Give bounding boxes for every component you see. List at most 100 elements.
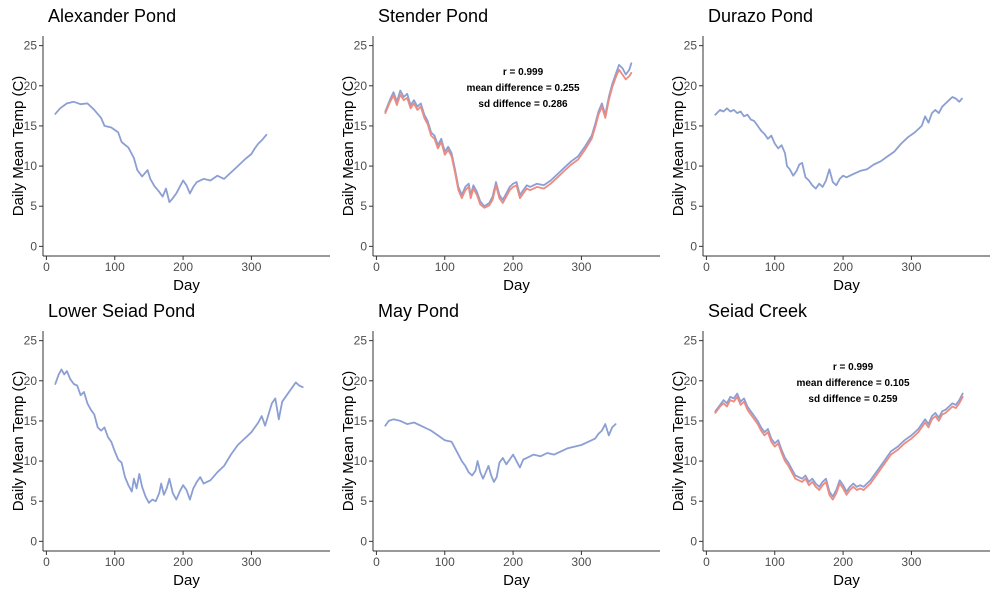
x-tick-label: 0 — [703, 555, 710, 569]
y-tick-label: 0 — [690, 534, 697, 548]
series-line-1 — [714, 392, 964, 498]
y-tick-label: 10 — [354, 454, 368, 468]
y-axis-label: Daily Mean Temp (C) — [10, 76, 27, 217]
y-tick-label: 10 — [24, 454, 38, 468]
y-tick-label: 5 — [30, 199, 37, 213]
y-tick-label: 20 — [24, 374, 38, 388]
y-tick-label: 25 — [684, 39, 698, 53]
y-tick-label: 10 — [684, 454, 698, 468]
chart-title: May Pond — [378, 301, 460, 321]
chart-svg: 0 5 10 15 20 25 0 100 200 300 Day Daily Mean Temp (… — [670, 36, 990, 294]
y-tick-label: 15 — [354, 414, 368, 428]
y-tick-label: 20 — [24, 79, 38, 93]
y-axis-label: Daily Mean Temp (C) — [340, 76, 357, 217]
y-tick-label: 25 — [354, 334, 368, 348]
chart-svg: 0 5 10 15 20 25 0 100 200 300 Day Daily Mean Temp (… — [670, 331, 990, 589]
chart-panel: Durazo Pond 0 5 10 15 20 25 0 100 200 300 Day Daily … — [660, 0, 990, 295]
x-tick-label: 300 — [901, 260, 921, 274]
x-tick-label: 200 — [503, 555, 523, 569]
y-axis-label: Daily Mean Temp (C) — [10, 371, 27, 512]
y-tick-label: 0 — [30, 239, 37, 253]
chart-panel: Stender Pond 0 5 10 15 20 25 0 100 200 300 Day Daily… — [330, 0, 660, 295]
x-axis-label: Day — [503, 572, 530, 589]
y-tick-label: 20 — [354, 374, 368, 388]
y-axis-label: Daily Mean Temp (C) — [670, 76, 687, 217]
y-tick-label: 0 — [30, 534, 37, 548]
x-tick-label: 300 — [241, 555, 261, 569]
series-line-1 — [384, 418, 617, 483]
y-tick-label: 25 — [24, 334, 38, 348]
y-tick-label: 10 — [684, 159, 698, 173]
x-tick-label: 200 — [173, 260, 193, 274]
x-tick-label: 100 — [765, 260, 785, 274]
y-tick-label: 25 — [684, 334, 698, 348]
y-tick-label: 15 — [24, 119, 38, 133]
x-axis-label: Day — [833, 572, 860, 589]
y-tick-label: 15 — [684, 414, 698, 428]
stats-annotation: r = 0.999 — [833, 362, 874, 373]
x-tick-label: 0 — [43, 555, 50, 569]
chart-title: Alexander Pond — [48, 6, 177, 26]
chart-title: Lower Seiad Pond — [48, 301, 196, 321]
y-tick-label: 15 — [24, 414, 38, 428]
y-tick-label: 5 — [30, 494, 37, 508]
y-tick-label: 25 — [354, 39, 368, 53]
y-tick-label: 5 — [360, 199, 367, 213]
y-tick-label: 20 — [354, 79, 368, 93]
y-tick-label: 15 — [354, 119, 368, 133]
x-tick-label: 100 — [435, 260, 455, 274]
x-tick-label: 0 — [43, 260, 50, 274]
x-tick-label: 0 — [373, 555, 380, 569]
x-tick-label: 100 — [105, 555, 125, 569]
stats-annotation: r = 0.999 — [503, 67, 544, 78]
y-tick-label: 10 — [24, 159, 38, 173]
stats-annotation: sd diffence = 0.259 — [808, 394, 898, 405]
x-tick-label: 100 — [765, 555, 785, 569]
series-line-1 — [54, 100, 268, 204]
x-tick-label: 200 — [833, 555, 853, 569]
y-tick-label: 15 — [684, 119, 698, 133]
y-tick-label: 5 — [360, 494, 367, 508]
chart-panel: Lower Seiad Pond 0 5 10 15 20 25 0 100 200 300 Day D… — [0, 295, 330, 590]
series-line-1 — [714, 96, 963, 190]
x-tick-label: 200 — [503, 260, 523, 274]
x-axis-label: Day — [173, 277, 200, 294]
chart-svg: 0 5 10 15 20 25 0 100 200 300 Day Daily Mean Temp (… — [10, 36, 330, 294]
x-tick-label: 0 — [703, 260, 710, 274]
x-tick-label: 300 — [571, 260, 591, 274]
x-tick-label: 200 — [173, 555, 193, 569]
chart-panel: Alexander Pond 0 5 10 15 20 25 0 100 200 300 Day Dai… — [0, 0, 330, 295]
y-tick-label: 0 — [690, 239, 697, 253]
chart-title: Stender Pond — [378, 6, 489, 26]
y-tick-label: 20 — [684, 374, 698, 388]
y-tick-label: 0 — [360, 239, 367, 253]
chart-title: Durazo Pond — [708, 6, 814, 26]
chart-svg: 0 5 10 15 20 25 0 100 200 300 Day Daily Mean Temp (… — [10, 331, 330, 589]
x-axis-label: Day — [833, 277, 860, 294]
series-line-2 — [384, 68, 633, 209]
x-axis-label: Day — [173, 572, 200, 589]
x-axis-label: Day — [503, 277, 530, 294]
series-line-2 — [714, 395, 964, 501]
chart-panel: May Pond 0 5 10 15 20 25 0 100 200 300 Day Daily Mea… — [330, 295, 660, 590]
y-axis-label: Daily Mean Temp (C) — [340, 371, 357, 512]
y-tick-label: 10 — [354, 159, 368, 173]
stats-annotation: mean difference = 0.105 — [796, 378, 910, 389]
y-tick-label: 0 — [360, 534, 367, 548]
x-tick-label: 0 — [373, 260, 380, 274]
chart-title: Seiad Creek — [708, 301, 808, 321]
series-line-1 — [54, 368, 304, 504]
y-tick-label: 20 — [684, 79, 698, 93]
chart-svg: 0 5 10 15 20 25 0 100 200 300 Day Daily Mean Temp (… — [340, 331, 660, 589]
y-tick-label: 5 — [690, 199, 697, 213]
stats-annotation: sd diffence = 0.286 — [478, 99, 568, 110]
x-tick-label: 300 — [901, 555, 921, 569]
y-tick-label: 25 — [24, 39, 38, 53]
chart-svg: 0 5 10 15 20 25 0 100 200 300 Day Daily Mean Temp (… — [340, 36, 660, 294]
x-tick-label: 200 — [833, 260, 853, 274]
chart-panel: Seiad Creek 0 5 10 15 20 25 0 100 200 300 Day Daily … — [660, 295, 990, 590]
stats-annotation: mean difference = 0.255 — [466, 83, 580, 94]
x-tick-label: 100 — [435, 555, 455, 569]
x-tick-label: 100 — [105, 260, 125, 274]
